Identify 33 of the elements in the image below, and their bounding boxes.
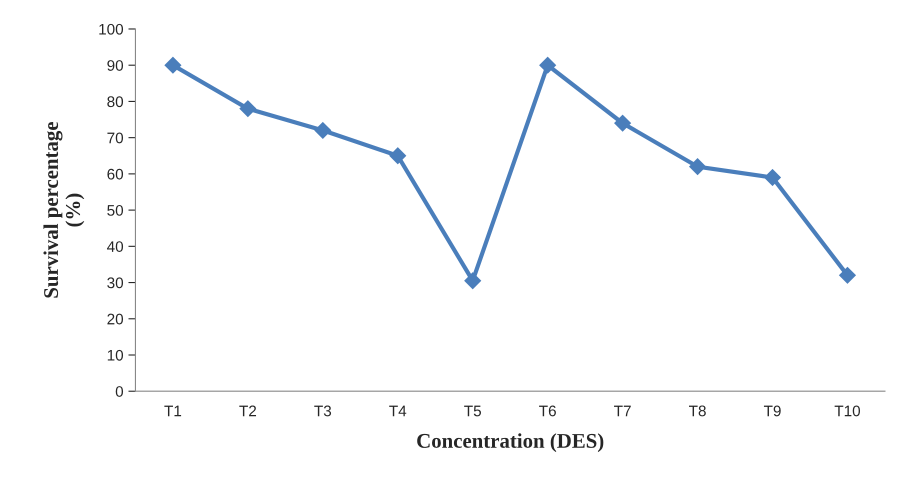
y-tick-label: 70 bbox=[107, 132, 124, 144]
x-tick-label: T2 bbox=[239, 406, 256, 416]
point bbox=[389, 147, 406, 164]
point bbox=[839, 266, 856, 284]
point bbox=[464, 272, 482, 290]
point bbox=[689, 158, 706, 176]
x-tick-label: T3 bbox=[314, 406, 332, 416]
point bbox=[614, 114, 631, 132]
point bbox=[239, 100, 256, 118]
x-tick-label: T1 bbox=[164, 406, 182, 416]
point bbox=[314, 122, 332, 139]
y-tick-label: 20 bbox=[107, 314, 124, 324]
x-axis-title: Concentration (DES) bbox=[417, 433, 604, 452]
y-tick-label: 0 bbox=[116, 386, 124, 397]
point bbox=[164, 56, 182, 74]
x-tick-label: T10 bbox=[834, 406, 860, 416]
y-tick-label: 80 bbox=[107, 96, 124, 108]
x-tick-label: T8 bbox=[689, 406, 706, 416]
y-tick-label: 10 bbox=[108, 350, 124, 361]
x-tick-label: T6 bbox=[539, 406, 556, 416]
y-tick-label: 40 bbox=[107, 241, 124, 252]
x-tick-label: T4 bbox=[389, 406, 406, 416]
x-tick-label: T9 bbox=[764, 406, 781, 416]
x-tick-label: T5 bbox=[464, 406, 481, 416]
point bbox=[539, 56, 556, 74]
y-tick-label: 100 bbox=[99, 24, 124, 35]
y-axis-title: Survival percentage (%) bbox=[43, 122, 84, 298]
y-tick-label: 60 bbox=[107, 168, 124, 180]
point bbox=[764, 169, 781, 186]
y-tick-label: 30 bbox=[107, 277, 124, 288]
y-tick-label: 50 bbox=[107, 204, 124, 216]
x-tick-label: T7 bbox=[614, 406, 631, 416]
y-tick-label: 90 bbox=[107, 60, 124, 71]
